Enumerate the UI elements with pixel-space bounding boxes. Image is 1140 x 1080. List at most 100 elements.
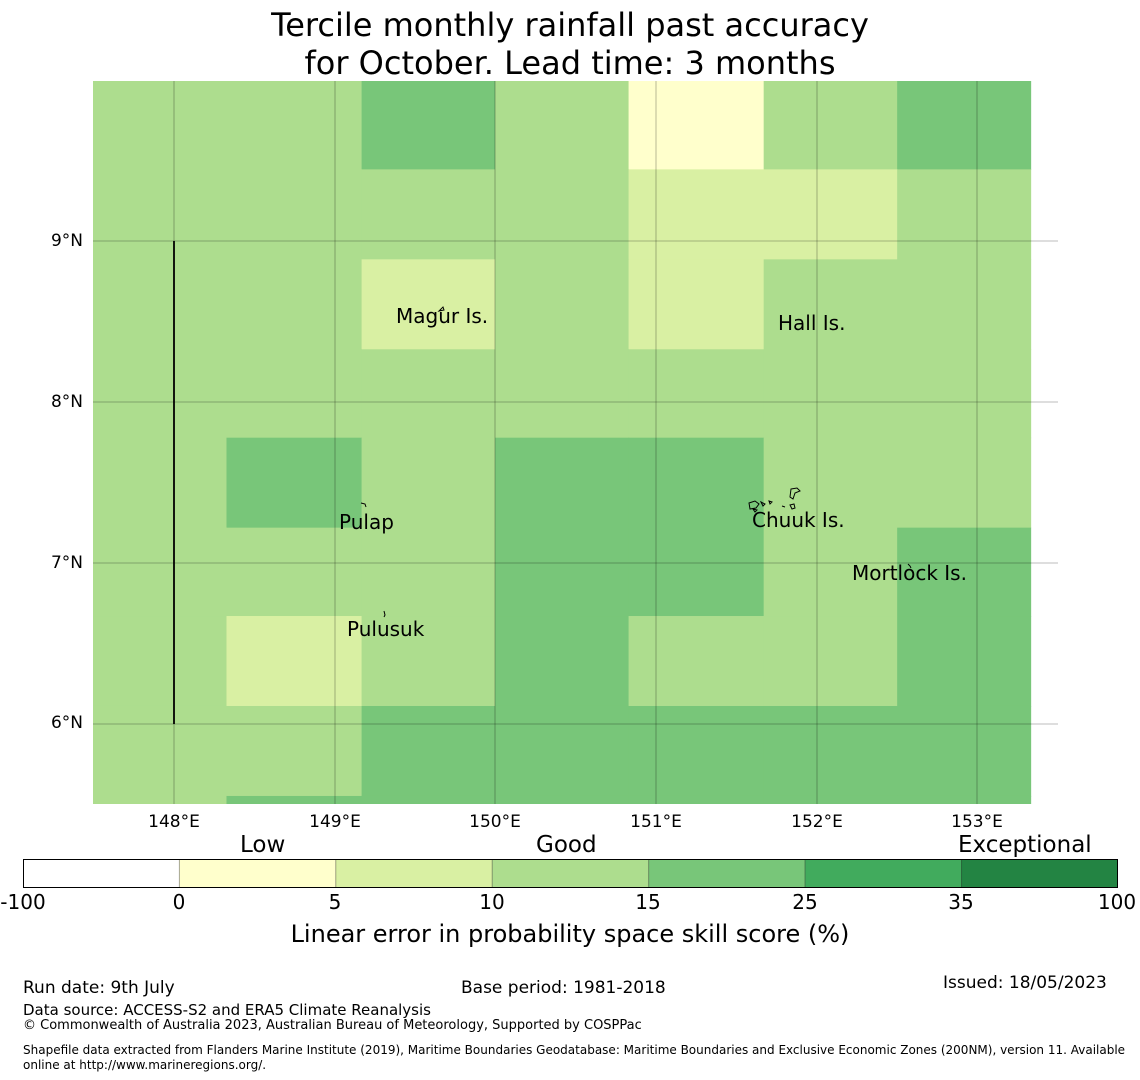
grid-cell <box>897 259 1032 350</box>
grid-cell <box>495 705 630 797</box>
colorbar-tick: 15 <box>635 890 661 914</box>
grid-cell <box>226 81 363 170</box>
island-outlines <box>360 306 912 618</box>
colorbar-tick: 10 <box>479 890 505 914</box>
map-panel[interactable]: Magur Is. Hall Is. Pulap Chuuk Is. Mortl… <box>93 81 1058 804</box>
lon-label-150e: 150°E <box>469 812 521 832</box>
lon-label-151e: 151°E <box>630 812 682 832</box>
colorbar-segment <box>804 859 963 888</box>
grid-cell <box>361 169 496 260</box>
colorbar-tick: 5 <box>328 890 342 914</box>
grid-cell <box>361 527 496 617</box>
grid-cell <box>763 169 898 260</box>
grid-cell <box>763 705 898 797</box>
colorbar-segment <box>648 859 806 888</box>
pulusuk-island-shape <box>383 610 386 618</box>
grid-cell <box>628 527 765 617</box>
grid-cell <box>361 81 496 170</box>
grid-cell <box>93 795 227 804</box>
lat-label-9n: 9°N <box>50 231 83 251</box>
grid-cell <box>628 259 765 350</box>
grid-cell <box>93 259 227 350</box>
lon-label-152e: 152°E <box>791 812 843 832</box>
grid-cell <box>226 705 363 797</box>
place-label-magur: Magur Is. <box>396 304 488 328</box>
grid-cell <box>763 349 898 439</box>
grid-cell <box>361 349 496 439</box>
place-label-pulap: Pulap <box>339 510 394 534</box>
colorbar-segment <box>335 859 493 888</box>
title-line-2: for October. Lead time: 3 months <box>304 44 836 82</box>
grid-cell <box>226 437 363 529</box>
grid-cell <box>226 169 363 260</box>
colorbar-label: Linear error in probability space skill … <box>290 920 850 948</box>
magur-island-shape <box>437 306 445 312</box>
grid-cell <box>495 795 630 804</box>
place-label-chuuk: Chuuk Is. <box>752 508 845 532</box>
lat-label-8n: 8°N <box>50 392 83 412</box>
grid-cell <box>763 259 898 350</box>
colorbar-tick: 25 <box>792 890 818 914</box>
grid-cell <box>495 259 630 350</box>
grid-cell <box>628 795 765 804</box>
grid-cell <box>93 81 227 170</box>
place-label-pulusuk: Pulusuk <box>347 617 425 641</box>
grid-cell <box>763 616 898 707</box>
colorbar-segments <box>23 859 1118 888</box>
grid-cell <box>763 527 898 617</box>
grid-cell <box>495 169 630 260</box>
colorbar-tick: -100 <box>0 890 46 914</box>
colorbar-segment <box>491 859 650 888</box>
grid-cell <box>361 616 496 707</box>
grid-cell <box>897 527 1032 617</box>
colorbar-segment <box>23 859 180 888</box>
map-title: Tercile monthly rainfall past accuracy f… <box>0 6 1140 82</box>
copyright-notice: © Commonwealth of Australia 2023, Austra… <box>23 1018 642 1033</box>
grid-cell <box>93 349 227 439</box>
grid-cell <box>93 616 227 707</box>
colorbar <box>23 859 1118 888</box>
category-label-good: Good <box>536 832 597 858</box>
grid-cell <box>361 259 496 350</box>
grid-cell <box>226 349 363 439</box>
grid-cell <box>495 437 630 529</box>
grid-cell <box>763 81 898 170</box>
grid-cell <box>495 616 630 707</box>
grid-cell <box>93 705 227 797</box>
mortlock-island-shape <box>907 563 912 569</box>
place-label-hall: Hall Is. <box>778 311 845 335</box>
colorbar-segment <box>178 859 337 888</box>
lon-label-148e: 148°E <box>148 812 200 832</box>
colorbar-tick: 100 <box>1097 890 1137 914</box>
grid-cell <box>897 795 1032 804</box>
grid-cell <box>226 795 363 804</box>
grid-cell <box>361 705 496 797</box>
grid-cell <box>763 795 898 804</box>
grid-cell <box>763 437 898 529</box>
grid-cell <box>628 169 765 260</box>
lat-label-6n: 6°N <box>50 713 83 733</box>
grid-cell <box>628 705 765 797</box>
title-line-1: Tercile monthly rainfall past accuracy <box>271 6 869 44</box>
data-source: Data source: ACCESS-S2 and ERA5 Climate … <box>23 1001 431 1019</box>
grid-cell <box>628 349 765 439</box>
grid-cell <box>495 527 630 617</box>
grid-cells <box>93 81 1032 804</box>
chuuk-lagoon-shape <box>748 487 801 513</box>
grid-cell <box>897 616 1032 707</box>
skill-score-map: Magur Is. Hall Is. Pulap Chuuk Is. Mortl… <box>93 81 1058 804</box>
grid-cell <box>897 81 1032 170</box>
colorbar-tick: 35 <box>948 890 974 914</box>
shapefile-credit: Shapefile data extracted from Flanders M… <box>23 1043 1126 1072</box>
grid-cell <box>628 437 765 529</box>
place-label-mortlock: Mortlock Is. <box>852 561 967 585</box>
category-label-low: Low <box>240 832 286 858</box>
issued-date: Issued: 18/05/2023 <box>943 973 1107 993</box>
grid-cell <box>93 527 227 617</box>
grid-cell <box>495 349 630 439</box>
grid-cell <box>897 169 1032 260</box>
lon-label-153e: 153°E <box>951 812 1003 832</box>
grid-cell <box>897 349 1032 439</box>
grid-cell <box>897 705 1032 797</box>
pulap-island-shape <box>360 502 367 508</box>
